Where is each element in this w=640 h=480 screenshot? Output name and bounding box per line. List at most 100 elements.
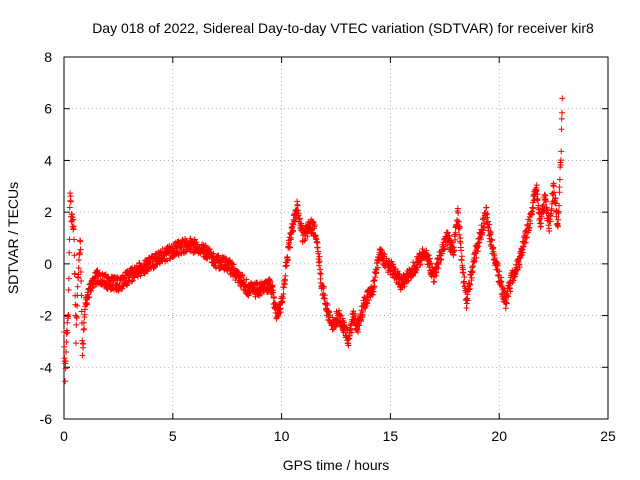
data-point: [216, 265, 223, 272]
data-point: [526, 224, 533, 231]
data-point: [502, 305, 509, 312]
data-point: [515, 261, 522, 268]
data-point: [455, 218, 462, 225]
data-point: [425, 252, 432, 259]
data-point: [89, 284, 96, 291]
y-axis-label: SDTVAR / TECUs: [5, 182, 21, 294]
data-point: [62, 378, 69, 385]
data-point: [243, 276, 250, 283]
data-point: [62, 358, 69, 365]
data-point: [394, 268, 401, 275]
data-point: [442, 245, 449, 252]
data-point: [292, 218, 299, 225]
data-point: [486, 221, 493, 228]
data-point: [267, 278, 274, 285]
x-tick-label: 15: [383, 428, 399, 444]
data-point: [77, 269, 84, 276]
data-point: [473, 255, 480, 262]
data-point: [498, 282, 505, 289]
data-point: [96, 269, 103, 276]
axis-ticks: 0 5 10 15 20 25 -6 -4 -2 0 2 4 6 8: [40, 49, 616, 444]
data-point: [541, 191, 548, 198]
data-point: [533, 187, 540, 194]
data-point: [79, 352, 86, 359]
data-point: [298, 222, 305, 229]
y-tick-label: 4: [44, 152, 52, 168]
data-point: [318, 270, 325, 277]
data-point: [67, 198, 74, 205]
data-point: [67, 193, 74, 200]
data-point: [77, 238, 84, 245]
data-point: [503, 299, 509, 306]
data-point: [538, 220, 545, 227]
data-point: [444, 242, 451, 249]
x-tick-label: 10: [274, 428, 290, 444]
data-point: [546, 227, 553, 234]
data-point: [471, 258, 478, 265]
data-point: [119, 285, 126, 292]
data-point: [480, 226, 487, 233]
data-point: [73, 321, 80, 328]
data-point: [364, 300, 371, 307]
data-point: [556, 176, 563, 183]
data-point: [519, 249, 526, 256]
data-point: [419, 246, 426, 253]
data-point: [438, 256, 445, 263]
data-point: [296, 215, 303, 222]
data-point: [558, 148, 565, 155]
data-point: [239, 271, 246, 278]
data-point: [283, 262, 290, 269]
data-point: [468, 274, 475, 281]
data-point: [79, 337, 86, 344]
data-point: [70, 223, 77, 230]
data-point: [483, 204, 490, 211]
data-point: [426, 260, 433, 267]
data-point: [348, 329, 355, 336]
data-point: [502, 296, 509, 303]
data-point: [77, 246, 84, 253]
data-point: [475, 243, 482, 250]
data-point: [193, 239, 200, 246]
data-point: [467, 281, 474, 288]
data-point: [62, 365, 69, 372]
data-point: [485, 218, 492, 225]
data-point: [66, 204, 73, 211]
data-point: [365, 297, 372, 304]
data-point: [405, 277, 412, 284]
data-point: [534, 195, 541, 202]
data-point: [202, 242, 209, 249]
x-tick-label: 0: [60, 428, 68, 444]
data-point: [78, 278, 85, 285]
data-point: [542, 198, 549, 205]
data-point: [381, 251, 388, 258]
data-point: [63, 338, 70, 345]
data-point: [455, 209, 462, 216]
data-point: [65, 286, 72, 293]
data-point: [372, 274, 379, 281]
data-point: [404, 278, 411, 285]
data-point: [389, 261, 396, 268]
data-point: [270, 287, 277, 294]
data-point: [286, 239, 293, 246]
data-point: [369, 291, 376, 298]
data-point: [72, 312, 79, 319]
data-point: [464, 291, 471, 298]
data-point: [433, 269, 440, 276]
data-point: [550, 183, 557, 190]
data-point: [484, 210, 491, 217]
data-point: [326, 309, 333, 316]
data-point: [187, 235, 194, 242]
data-point: [359, 309, 366, 316]
data-point: [80, 341, 87, 348]
x-tick-label: 25: [600, 428, 616, 444]
data-point: [417, 261, 424, 268]
y-tick-label: 6: [44, 101, 52, 117]
data-series-sdtvar: [61, 95, 566, 385]
data-point: [317, 266, 324, 273]
data-point: [501, 287, 508, 294]
data-point: [290, 228, 297, 235]
data-point: [476, 239, 483, 246]
data-point: [523, 234, 530, 241]
data-point: [451, 247, 458, 254]
